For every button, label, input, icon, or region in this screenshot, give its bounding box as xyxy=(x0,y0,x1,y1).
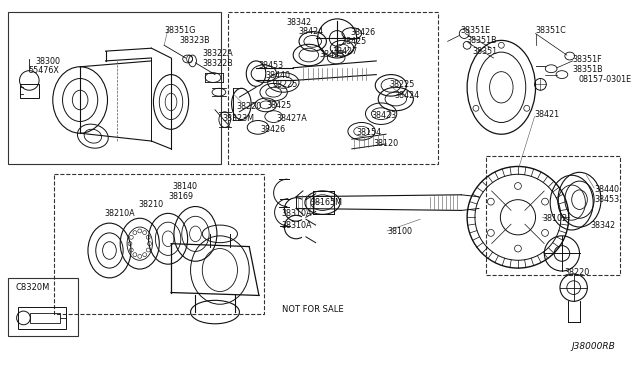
Text: 38169: 38169 xyxy=(168,192,193,201)
Text: 38102: 38102 xyxy=(542,214,568,223)
Text: 38210A: 38210A xyxy=(104,209,135,218)
Bar xyxy=(8,278,78,337)
Bar xyxy=(54,174,264,314)
Text: 38322B: 38322B xyxy=(202,59,233,68)
Text: 55476X: 55476X xyxy=(28,66,60,75)
Text: 38300: 38300 xyxy=(35,57,60,66)
Text: 38165M: 38165M xyxy=(311,198,343,207)
Text: 38440: 38440 xyxy=(266,71,291,80)
Text: 38100: 38100 xyxy=(387,227,412,236)
Text: 38225: 38225 xyxy=(273,80,298,89)
Text: 38424: 38424 xyxy=(395,91,420,100)
Text: 38453: 38453 xyxy=(594,195,620,204)
Text: 08157-0301E: 08157-0301E xyxy=(579,75,632,84)
Text: 38423: 38423 xyxy=(319,50,345,59)
Text: 38426: 38426 xyxy=(351,28,376,37)
Text: 38351B: 38351B xyxy=(466,35,497,45)
Text: 38351G: 38351G xyxy=(164,26,196,35)
Text: NOT FOR SALE: NOT FOR SALE xyxy=(282,305,344,314)
Bar xyxy=(228,12,438,164)
Text: 38453: 38453 xyxy=(258,61,283,70)
Text: 38323M: 38323M xyxy=(223,114,255,123)
Text: 38342: 38342 xyxy=(590,221,616,230)
Text: 38220: 38220 xyxy=(565,268,590,277)
Text: 38120: 38120 xyxy=(373,139,399,148)
Bar xyxy=(8,12,221,164)
Text: 38351: 38351 xyxy=(472,47,497,56)
Bar xyxy=(17,307,67,329)
Text: 38351F: 38351F xyxy=(573,55,602,64)
Text: 38440: 38440 xyxy=(594,185,619,194)
Text: 38323B: 38323B xyxy=(180,35,211,45)
Text: 38423: 38423 xyxy=(371,111,396,120)
Text: 38351B: 38351B xyxy=(573,65,604,74)
Text: 38424: 38424 xyxy=(298,27,323,36)
Text: 38425: 38425 xyxy=(341,38,366,46)
Text: 38220: 38220 xyxy=(237,102,262,111)
Text: 38310A: 38310A xyxy=(282,209,312,218)
Text: C8320M: C8320M xyxy=(15,283,50,292)
Text: 38427: 38427 xyxy=(332,47,358,56)
Text: 38427A: 38427A xyxy=(276,114,307,123)
Text: 38421: 38421 xyxy=(534,110,559,119)
Text: 38426: 38426 xyxy=(260,125,285,134)
Text: 38322A: 38322A xyxy=(202,49,233,58)
Bar xyxy=(486,156,620,275)
Text: J38000RB: J38000RB xyxy=(572,342,616,351)
Text: 38425: 38425 xyxy=(267,101,292,110)
Text: 38154: 38154 xyxy=(356,128,382,137)
Text: 38210: 38210 xyxy=(139,200,164,209)
Text: 38225: 38225 xyxy=(390,80,415,89)
Bar xyxy=(30,313,60,323)
Text: 38342: 38342 xyxy=(286,18,312,27)
Text: 38310A: 38310A xyxy=(282,221,312,230)
Bar xyxy=(20,84,39,98)
Text: 38140: 38140 xyxy=(172,182,197,191)
Text: 38351C: 38351C xyxy=(536,26,566,35)
Text: 38351E: 38351E xyxy=(460,26,490,35)
